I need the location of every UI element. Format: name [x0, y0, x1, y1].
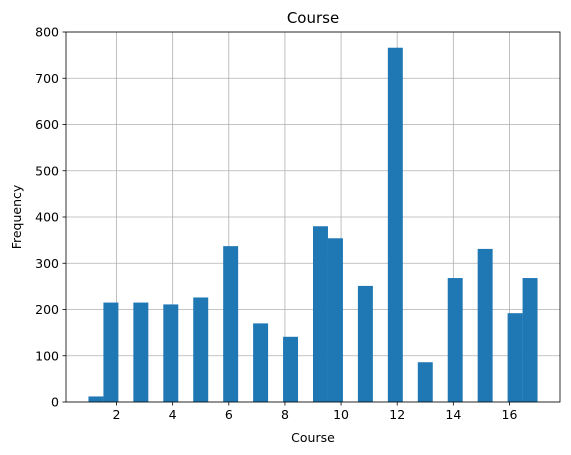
- y-axis-label: Frequency: [9, 184, 24, 249]
- histogram-bar: [193, 297, 209, 402]
- y-tick-label: 100: [35, 348, 59, 363]
- histogram-bar: [417, 362, 433, 402]
- y-tick-label: 800: [35, 25, 59, 40]
- y-tick-label: 300: [35, 256, 59, 271]
- y-tick-label: 700: [35, 71, 59, 86]
- y-tick-label: 400: [35, 210, 59, 225]
- histogram-bar: [477, 248, 493, 402]
- histogram-bar: [283, 336, 299, 402]
- x-tick-label: 4: [169, 407, 177, 422]
- bars: [88, 47, 538, 402]
- histogram-bar: [313, 226, 328, 402]
- x-tick-label: 10: [333, 407, 349, 422]
- histogram-bar: [103, 302, 119, 402]
- histogram-bar: [327, 238, 343, 402]
- y-tick-label: 0: [51, 395, 59, 410]
- y-tick-label: 200: [35, 302, 59, 317]
- x-tick-label: 2: [113, 407, 121, 422]
- y-tick-label: 500: [35, 163, 59, 178]
- x-tick-label: 12: [389, 407, 405, 422]
- x-axis-ticks: 2 4 6 8 10 12 14 16: [113, 402, 518, 422]
- y-tick-label: 600: [35, 117, 59, 132]
- histogram-bar: [357, 285, 373, 402]
- chart-title: Course: [287, 9, 339, 27]
- histogram-bar: [387, 47, 403, 402]
- histogram-bar: [163, 304, 179, 402]
- x-tick-label: 16: [502, 407, 518, 422]
- x-tick-label: 8: [281, 407, 289, 422]
- x-tick-label: 14: [445, 407, 461, 422]
- x-tick-label: 6: [225, 407, 233, 422]
- y-axis-ticks: 0 100 200 300 400 500 600 700 800: [35, 25, 66, 410]
- x-axis-label: Course: [291, 430, 335, 445]
- histogram-bar: [133, 302, 149, 402]
- histogram-bar: [507, 313, 523, 402]
- histogram-bar: [522, 278, 538, 402]
- histogram-bar: [253, 323, 269, 402]
- histogram-bar: [88, 396, 104, 402]
- histogram-bar: [223, 246, 239, 402]
- histogram-bar: [447, 278, 463, 402]
